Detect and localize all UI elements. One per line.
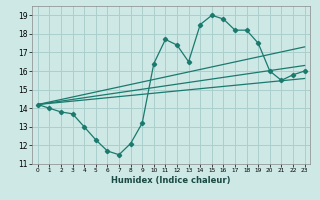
X-axis label: Humidex (Indice chaleur): Humidex (Indice chaleur) <box>111 176 231 185</box>
